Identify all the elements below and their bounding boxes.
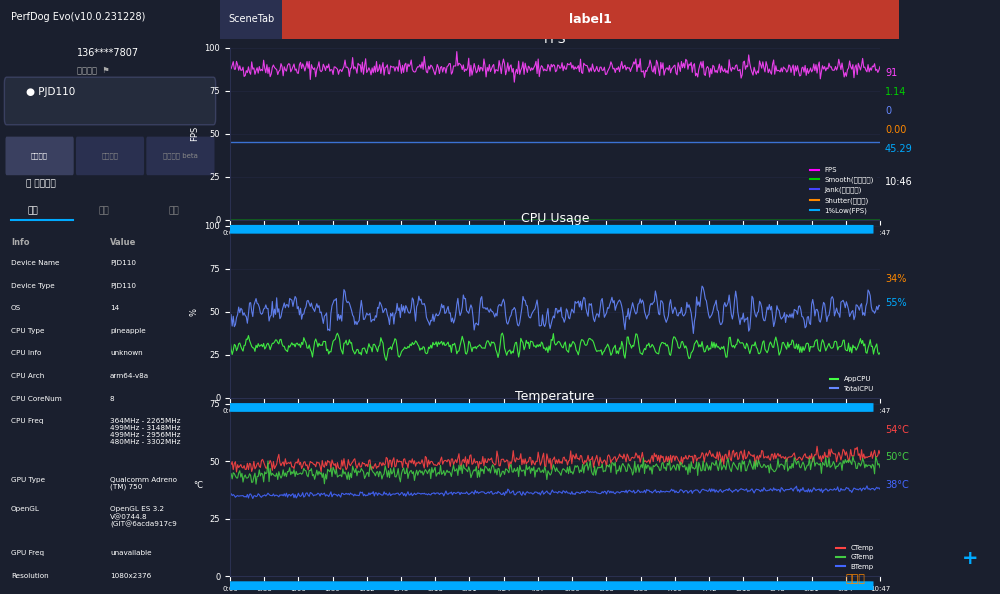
FancyBboxPatch shape <box>230 403 874 412</box>
Text: ● PJD110: ● PJD110 <box>26 87 76 97</box>
Text: +: + <box>962 549 978 568</box>
Text: Info: Info <box>11 238 30 247</box>
Text: 设置: 设置 <box>98 206 109 216</box>
Y-axis label: FPS: FPS <box>190 126 199 141</box>
Text: 34%: 34% <box>885 274 906 284</box>
Text: 深度分析: 深度分析 <box>102 152 119 159</box>
Text: 55%: 55% <box>885 298 907 308</box>
Text: CPU Freq: CPU Freq <box>11 418 44 424</box>
Text: 0: 0 <box>885 106 891 116</box>
Legend: CTemp, GTemp, BTemp: CTemp, GTemp, BTemp <box>834 542 877 573</box>
Text: PJD110: PJD110 <box>110 283 136 289</box>
FancyBboxPatch shape <box>5 137 74 175</box>
Text: 账户信息  ⚑: 账户信息 ⚑ <box>77 65 110 74</box>
Text: Device Type: Device Type <box>11 283 55 289</box>
Title: Temperature: Temperature <box>515 390 595 403</box>
Text: Value: Value <box>110 238 136 247</box>
Text: CPU CoreNum: CPU CoreNum <box>11 396 62 402</box>
Text: 1.14: 1.14 <box>885 87 906 97</box>
FancyBboxPatch shape <box>220 0 282 39</box>
Text: 设备: 设备 <box>28 206 38 216</box>
Text: OpenGL: OpenGL <box>11 506 40 512</box>
Text: 50°C: 50°C <box>885 452 909 462</box>
Text: arm64-v8a: arm64-v8a <box>110 373 149 379</box>
Text: CPU Info: CPU Info <box>11 350 41 356</box>
Text: 8: 8 <box>110 396 115 402</box>
Text: CPU Arch: CPU Arch <box>11 373 44 379</box>
FancyBboxPatch shape <box>282 0 899 39</box>
FancyBboxPatch shape <box>4 77 216 125</box>
Text: 136****7807: 136****7807 <box>77 48 139 58</box>
Text: SceneTab: SceneTab <box>228 14 274 24</box>
Text: PerfDog Evo(v10.0.231228): PerfDog Evo(v10.0.231228) <box>11 12 145 22</box>
Legend: FPS, Smooth(卡顿帧数), Jank(卡顿次数), Shutter(卡顿率), 1%Low(FPS): FPS, Smooth(卡顿帧数), Jank(卡顿次数), Shutter(卡… <box>808 165 877 216</box>
Text: OpenGL ES 3.2
V@0744.8
(GIT@6acda917c9: OpenGL ES 3.2 V@0744.8 (GIT@6acda917c9 <box>110 506 177 528</box>
FancyBboxPatch shape <box>146 137 215 175</box>
Text: 54°C: 54°C <box>885 425 909 435</box>
FancyBboxPatch shape <box>230 582 874 590</box>
Text: 91: 91 <box>885 68 897 78</box>
Text: 🎮 和平精英: 🎮 和平精英 <box>26 179 56 189</box>
Text: OS: OS <box>11 305 21 311</box>
Text: 关于: 关于 <box>168 206 179 216</box>
Text: pineapple: pineapple <box>110 328 146 334</box>
Title: FPS: FPS <box>544 33 566 46</box>
Text: 值得买: 值得买 <box>846 574 866 584</box>
Text: unavailable: unavailable <box>110 550 152 556</box>
Text: 38°C: 38°C <box>885 480 909 489</box>
Text: unknown: unknown <box>110 350 143 356</box>
Title: CPU Usage: CPU Usage <box>521 211 589 225</box>
Text: 14: 14 <box>110 305 119 311</box>
Text: label1: label1 <box>569 13 612 26</box>
Text: 1080x2376: 1080x2376 <box>110 573 151 579</box>
Y-axis label: °C: °C <box>194 481 204 490</box>
Text: Qualcomm Adreno
(TM) 750: Qualcomm Adreno (TM) 750 <box>110 477 177 491</box>
Text: 0.00: 0.00 <box>885 125 906 135</box>
Text: 364MHz - 2265MHz
499MHz - 3148MHz
499MHz - 2956MHz
480MHz - 3302MHz: 364MHz - 2265MHz 499MHz - 3148MHz 499MHz… <box>110 418 180 445</box>
Text: 网络测试 beta: 网络测试 beta <box>163 152 198 159</box>
Text: CPU Type: CPU Type <box>11 328 44 334</box>
Text: 45.29: 45.29 <box>885 144 913 154</box>
Y-axis label: %: % <box>190 308 199 316</box>
Text: 10:46: 10:46 <box>885 177 913 187</box>
Text: GPU Freq: GPU Freq <box>11 550 44 556</box>
Text: PJD110: PJD110 <box>110 260 136 266</box>
Text: Device Name: Device Name <box>11 260 60 266</box>
Text: Resolution: Resolution <box>11 573 49 579</box>
FancyBboxPatch shape <box>76 137 144 175</box>
Legend: AppCPU, TotalCPU: AppCPU, TotalCPU <box>827 374 877 394</box>
FancyBboxPatch shape <box>230 225 874 233</box>
Text: 常规测试: 常规测试 <box>31 152 48 159</box>
Text: GPU Type: GPU Type <box>11 477 45 483</box>
